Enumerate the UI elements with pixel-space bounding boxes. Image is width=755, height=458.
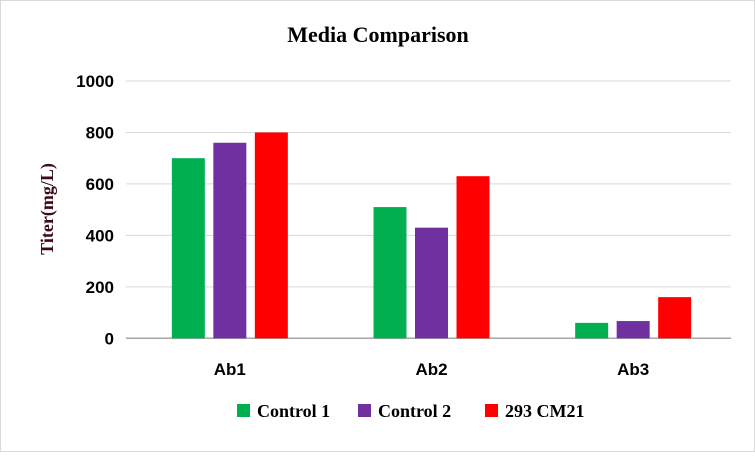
y-tick-label: 1000	[76, 72, 114, 91]
bar-control-2-ab2	[415, 227, 448, 339]
chart-title: Media Comparison	[287, 22, 469, 47]
y-tick-label: 0	[105, 329, 114, 348]
y-tick-label: 600	[86, 175, 114, 194]
y-tick-label: 800	[86, 123, 114, 142]
x-tick-label: Ab3	[617, 360, 649, 379]
y-tick-label: 200	[86, 278, 114, 297]
bar-control-1-ab3	[575, 322, 609, 339]
legend-label: Control 2	[378, 401, 451, 421]
bar-293-cm21-ab2	[456, 176, 490, 339]
bar-control-1-ab2	[373, 207, 407, 339]
legend-label: 293 CM21	[505, 401, 585, 421]
x-tick-label: Ab2	[415, 360, 447, 379]
bar-control-1-ab1	[171, 158, 205, 339]
legend-swatch	[358, 404, 371, 417]
bar-293-cm21-ab3	[658, 297, 692, 339]
legend-swatch	[237, 404, 250, 417]
legend-swatch	[485, 404, 498, 417]
y-axis-label: Titer(mg/L)	[37, 163, 58, 255]
bar-control-2-ab3	[616, 321, 650, 339]
x-tick-label: Ab1	[214, 360, 246, 379]
bar-control-2-ab1	[213, 142, 247, 339]
bar-293-cm21-ab1	[254, 132, 288, 339]
y-tick-label: 400	[86, 226, 114, 245]
legend-label: Control 1	[257, 401, 330, 421]
